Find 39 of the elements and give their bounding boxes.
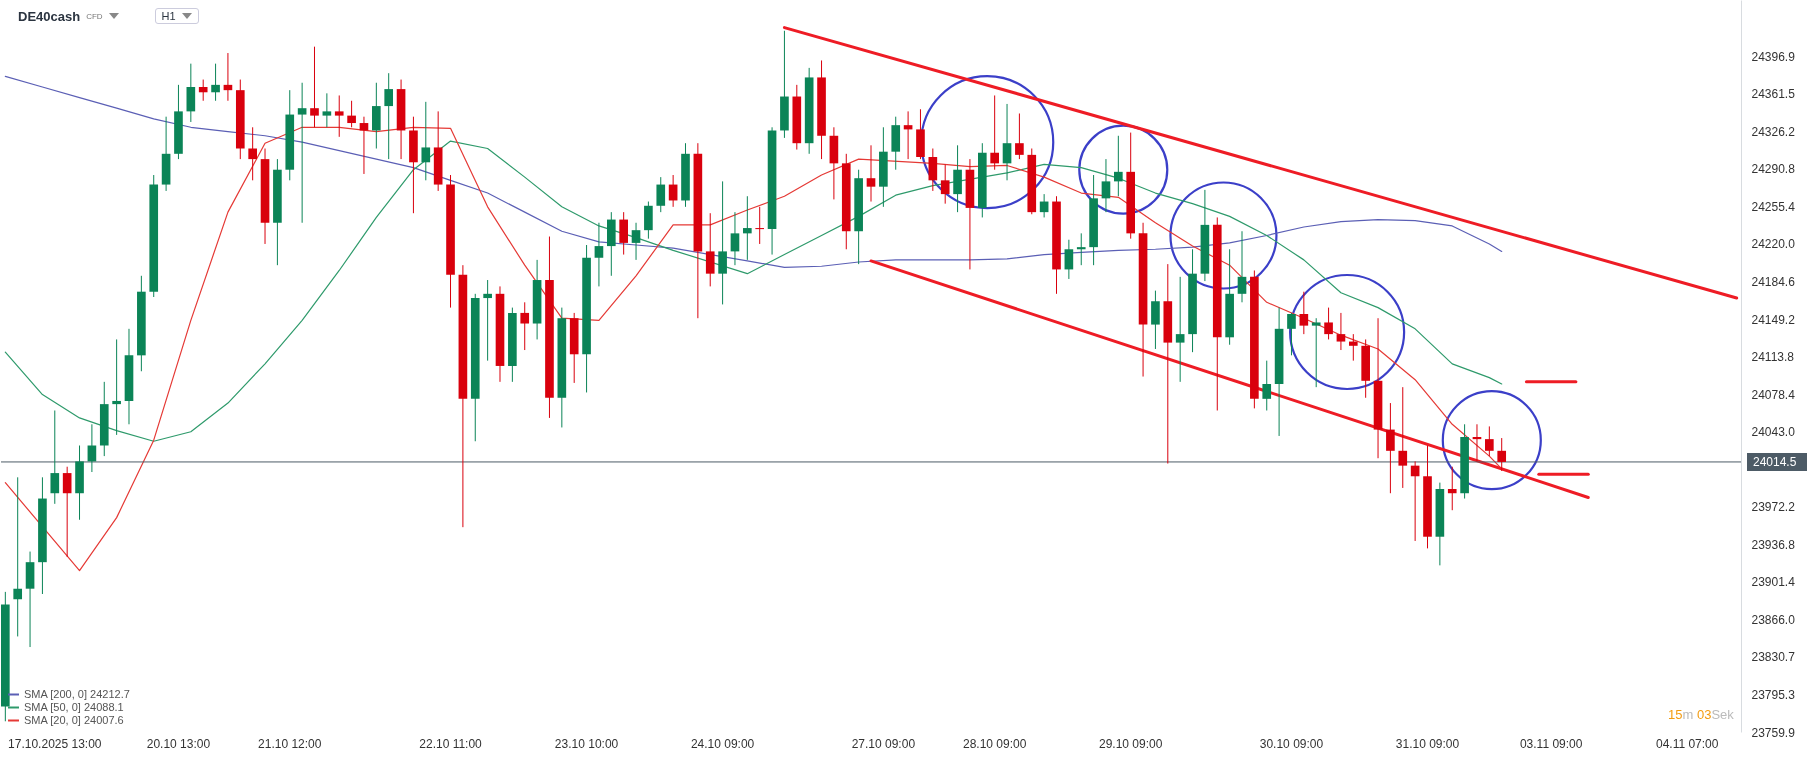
- x-tick-label: 21.10 12:00: [258, 736, 322, 751]
- y-tick-label: 23936.8: [1751, 537, 1796, 552]
- y-tick-label: 23759.9: [1751, 725, 1796, 740]
- y-tick-label: 23972.2: [1751, 500, 1796, 515]
- x-tick-label: 17.10.2025 13:00: [8, 736, 102, 751]
- x-tick-label: 03.11 09:00: [1519, 736, 1583, 751]
- y-tick-label: 24361.5: [1751, 87, 1796, 102]
- x-tick-label: 29.10 09:00: [1099, 736, 1163, 751]
- x-tick-label: 20.10 13:00: [146, 736, 211, 751]
- y-tick-label: 24220.0: [1751, 237, 1796, 252]
- legend-label: SMA [200, 0] 24212.7: [24, 687, 130, 700]
- legend-label: SMA [20, 0] 24007.6: [24, 713, 124, 726]
- x-tick-label: 24.10 09:00: [690, 736, 755, 751]
- y-tick-label: 23866.0: [1751, 612, 1796, 627]
- y-tick-label: 23830.7: [1751, 650, 1796, 665]
- y-tick-label: 24078.4: [1751, 387, 1796, 402]
- x-tick-label: 27.10 09:00: [851, 736, 916, 751]
- annotation: H1: [161, 10, 176, 22]
- x-tick-label: 04.11 07:00: [1655, 736, 1719, 751]
- annotation: CFD: [86, 11, 103, 21]
- x-tick-label: 22.10 11:00: [419, 736, 483, 751]
- x-tick-label: 28.10 09:00: [962, 736, 1027, 751]
- legend-label: SMA [50, 0] 24088.1: [24, 700, 124, 713]
- y-tick-label: 24113.8: [1751, 350, 1795, 365]
- y-tick-label: 24326.2: [1751, 124, 1796, 139]
- y-tick-label: 23901.4: [1751, 575, 1796, 590]
- y-tick-label: 24255.4: [1751, 199, 1796, 214]
- x-tick-label: 30.10 09:00: [1259, 736, 1324, 751]
- ref-line-label: 24014.5: [1753, 454, 1797, 469]
- y-tick-label: 24396.9: [1751, 49, 1796, 64]
- y-tick-label: 24043.0: [1751, 425, 1796, 440]
- x-tick-label: 31.10 09:00: [1395, 736, 1460, 751]
- y-tick-label: 24290.8: [1751, 162, 1796, 177]
- text: DE40cash: [18, 8, 81, 24]
- annotation: 15m 03Sek: [1668, 707, 1734, 722]
- y-tick-label: 24184.6: [1751, 275, 1796, 290]
- x-tick-label: 23.10 10:00: [554, 736, 619, 751]
- y-tick-label: 23795.3: [1751, 687, 1796, 702]
- y-tick-label: 24149.2: [1751, 312, 1796, 327]
